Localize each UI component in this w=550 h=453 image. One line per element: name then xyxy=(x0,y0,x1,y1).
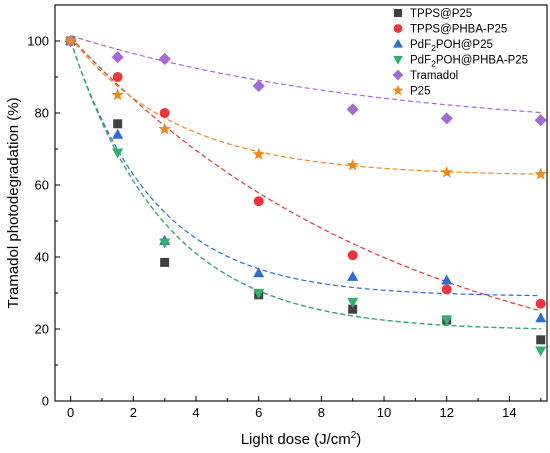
legend-label-3-part-2: POH@PHBA-P25 xyxy=(436,55,528,67)
legend-label-4: Tramadol xyxy=(410,70,458,82)
data-point-s1-2 xyxy=(159,108,170,118)
data-point-s3-6 xyxy=(535,346,547,357)
data-point-s5-5 xyxy=(440,165,453,178)
y-axis-title: Tramadol photodegradation (%) xyxy=(5,97,22,308)
x-tick-label: 2 xyxy=(130,405,137,420)
y-tick-label: 0 xyxy=(42,394,49,409)
fit-curve-4 xyxy=(70,35,541,114)
legend-label-0: TPPS@P25 xyxy=(410,8,472,20)
x-axis-title-sup: 2 xyxy=(351,430,357,441)
legend-marker-0 xyxy=(394,9,402,17)
data-markers xyxy=(64,34,547,357)
data-point-s1-5 xyxy=(441,284,452,295)
legend-marker-1 xyxy=(393,24,403,33)
legend: TPPS@P25TPPS@PHBA-P25PdF2POH@P25PdF2POH@… xyxy=(392,8,528,98)
legend-label-1-part-0: TPPS@PHBA-P25 xyxy=(410,24,507,36)
data-point-s2-3 xyxy=(253,267,265,278)
data-point-s5-2 xyxy=(158,122,171,135)
legend-label-2-part-1: 2 xyxy=(431,43,436,53)
plot-frame xyxy=(54,4,548,402)
legend-label-2: PdF2POH@P25 xyxy=(410,39,493,53)
legend-marker-3 xyxy=(393,55,403,65)
legend-label-5: P25 xyxy=(410,86,430,98)
x-tick-label: 12 xyxy=(439,405,453,420)
y-tick-label: 20 xyxy=(35,322,49,337)
x-tick-label: 14 xyxy=(502,405,516,420)
fit-curve-1 xyxy=(70,36,541,312)
x-tick-label: 10 xyxy=(377,405,391,420)
legend-marker-4 xyxy=(392,69,404,81)
axes: 0 2 4 6 8 10 12 14 0 20 40 60 80 100 xyxy=(27,4,548,420)
y-tick-label: 100 xyxy=(27,34,49,49)
data-point-s5-4 xyxy=(346,158,359,171)
y-tick-label: 60 xyxy=(35,178,49,193)
data-point-s0-4 xyxy=(348,304,358,314)
data-point-s4-3 xyxy=(252,79,265,93)
y-tick-label: 80 xyxy=(35,106,49,121)
data-point-s3-5 xyxy=(441,315,453,326)
legend-label-2-part-2: POH@P25 xyxy=(436,39,493,51)
data-point-s3-1 xyxy=(112,148,124,159)
data-point-s0-6 xyxy=(536,335,546,345)
data-point-s2-6 xyxy=(535,312,547,323)
legend-label-0-part-0: TPPS@P25 xyxy=(410,8,472,20)
data-point-s1-1 xyxy=(112,72,123,82)
x-axis-title-end: ) xyxy=(356,431,361,448)
fit-curve-5 xyxy=(70,37,541,175)
fit-curve-3 xyxy=(70,40,541,330)
data-point-s5-0 xyxy=(64,34,77,47)
legend-label-3-part-1: 2 xyxy=(431,59,436,69)
data-point-s5-6 xyxy=(534,167,547,180)
data-point-s4-2 xyxy=(158,52,171,66)
legend-label-2-part-0: PdF xyxy=(410,39,431,51)
data-point-s0-2 xyxy=(160,257,170,267)
legend-label-4-part-0: Tramadol xyxy=(410,70,458,82)
fit-curves xyxy=(70,35,541,330)
data-point-s1-3 xyxy=(253,196,264,207)
fit-curve-2 xyxy=(70,40,541,297)
data-point-s4-5 xyxy=(440,112,453,125)
x-axis-title-main: Light dose (J/cm xyxy=(241,431,351,448)
data-point-s1-4 xyxy=(347,250,358,261)
data-point-s3-4 xyxy=(347,297,359,308)
legend-label-3: PdF2POH@PHBA-P25 xyxy=(410,55,528,69)
data-point-s4-6 xyxy=(534,114,547,127)
legend-label-3-part-0: PdF xyxy=(410,55,431,67)
x-axis-title: Light dose (J/cm2) xyxy=(241,430,362,448)
legend-label-5-part-0: P25 xyxy=(410,86,430,98)
data-point-s5-3 xyxy=(252,147,265,160)
data-point-s2-4 xyxy=(347,270,359,281)
legend-marker-5 xyxy=(392,84,404,96)
x-tick-label: 4 xyxy=(192,405,199,420)
data-point-s2-5 xyxy=(441,274,453,285)
data-point-s1-6 xyxy=(535,298,546,309)
y-tick-label: 40 xyxy=(35,250,49,265)
data-point-s5-1 xyxy=(111,88,124,101)
data-point-s3-2 xyxy=(159,238,171,249)
data-point-s0-1 xyxy=(113,119,123,129)
legend-marker-2 xyxy=(393,38,403,48)
x-tick-label: 6 xyxy=(255,405,262,420)
x-tick-label: 0 xyxy=(67,405,74,420)
x-tick-label: 8 xyxy=(318,405,325,420)
data-point-s4-4 xyxy=(346,103,359,116)
data-point-s2-1 xyxy=(112,128,124,139)
data-point-s4-1 xyxy=(111,51,124,64)
legend-label-1: TPPS@PHBA-P25 xyxy=(410,24,507,36)
data-point-s3-3 xyxy=(253,288,265,299)
